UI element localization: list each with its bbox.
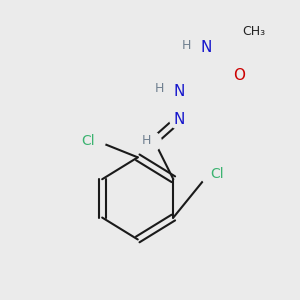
- Text: O: O: [233, 68, 245, 83]
- Text: N: N: [200, 40, 212, 56]
- Text: H: H: [142, 134, 152, 147]
- Text: H: H: [182, 39, 191, 52]
- Text: N: N: [173, 84, 184, 99]
- Text: Cl: Cl: [210, 167, 224, 181]
- Text: Cl: Cl: [82, 134, 95, 148]
- Text: CH₃: CH₃: [242, 25, 265, 38]
- Text: H: H: [154, 82, 164, 95]
- Text: N: N: [173, 112, 184, 127]
